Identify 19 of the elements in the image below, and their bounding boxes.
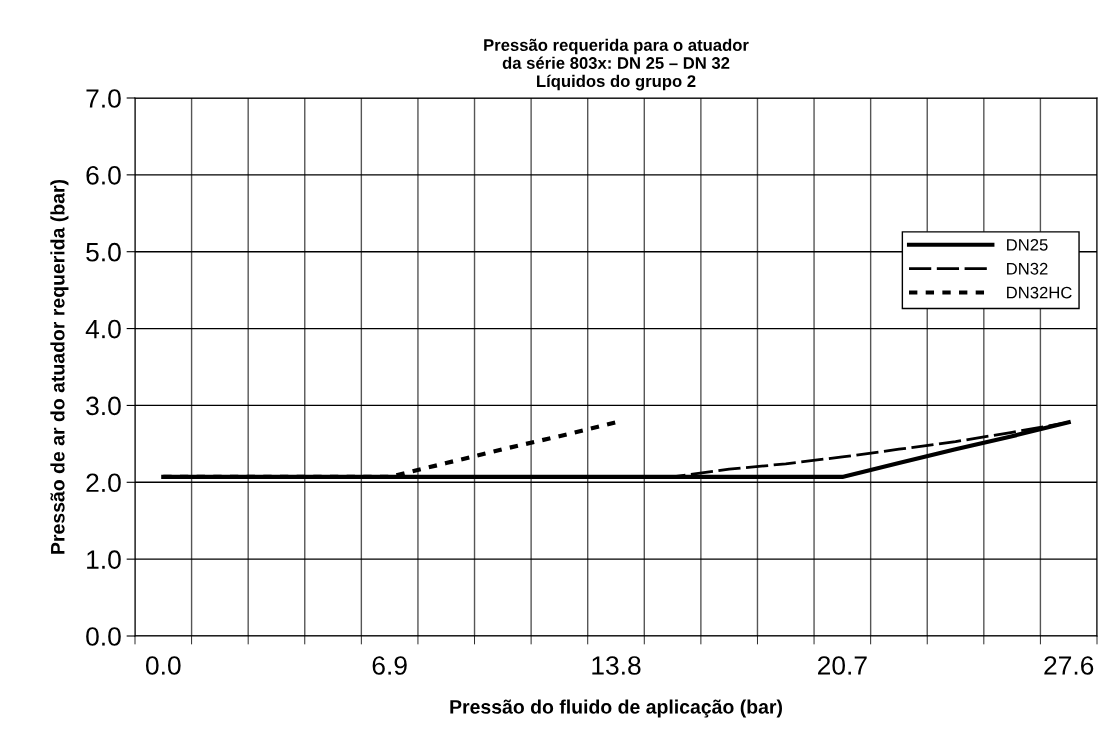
y-tick-label: 0.0	[86, 627, 121, 646]
x-tick-label: 13.8	[592, 656, 641, 675]
x-tick-label: 0.0	[145, 656, 181, 675]
x-tick-label: 27.6	[1044, 656, 1094, 675]
y-tick-label: 5.0	[86, 242, 121, 262]
y-tick-label: 6.0	[86, 165, 121, 185]
legend-label: DN32HC	[1007, 286, 1072, 299]
y-tick-label: 1.0	[87, 550, 121, 569]
legend-label: DN32	[1007, 262, 1048, 275]
x-axis-title: Pressão do fluido de aplicação (bar)	[450, 699, 782, 718]
legend-label: DN25	[1007, 238, 1048, 251]
x-tick-label: 20.7	[818, 656, 867, 675]
y-tick-label: 4.0	[85, 319, 121, 339]
x-tick-label: 6.9	[372, 656, 407, 675]
y-tick-label: 3.0	[86, 396, 121, 416]
y-tick-label: 2.0	[86, 473, 121, 493]
y-tick-label: 7.0	[86, 89, 121, 108]
chart-title: Pressão requerida para o atuador da série 803x: DN 25 – DN 32 Líquidos do grupo 2	[484, 38, 749, 91]
y-axis-title: Pressão de ar do atuador requerida (bar)	[50, 179, 69, 554]
